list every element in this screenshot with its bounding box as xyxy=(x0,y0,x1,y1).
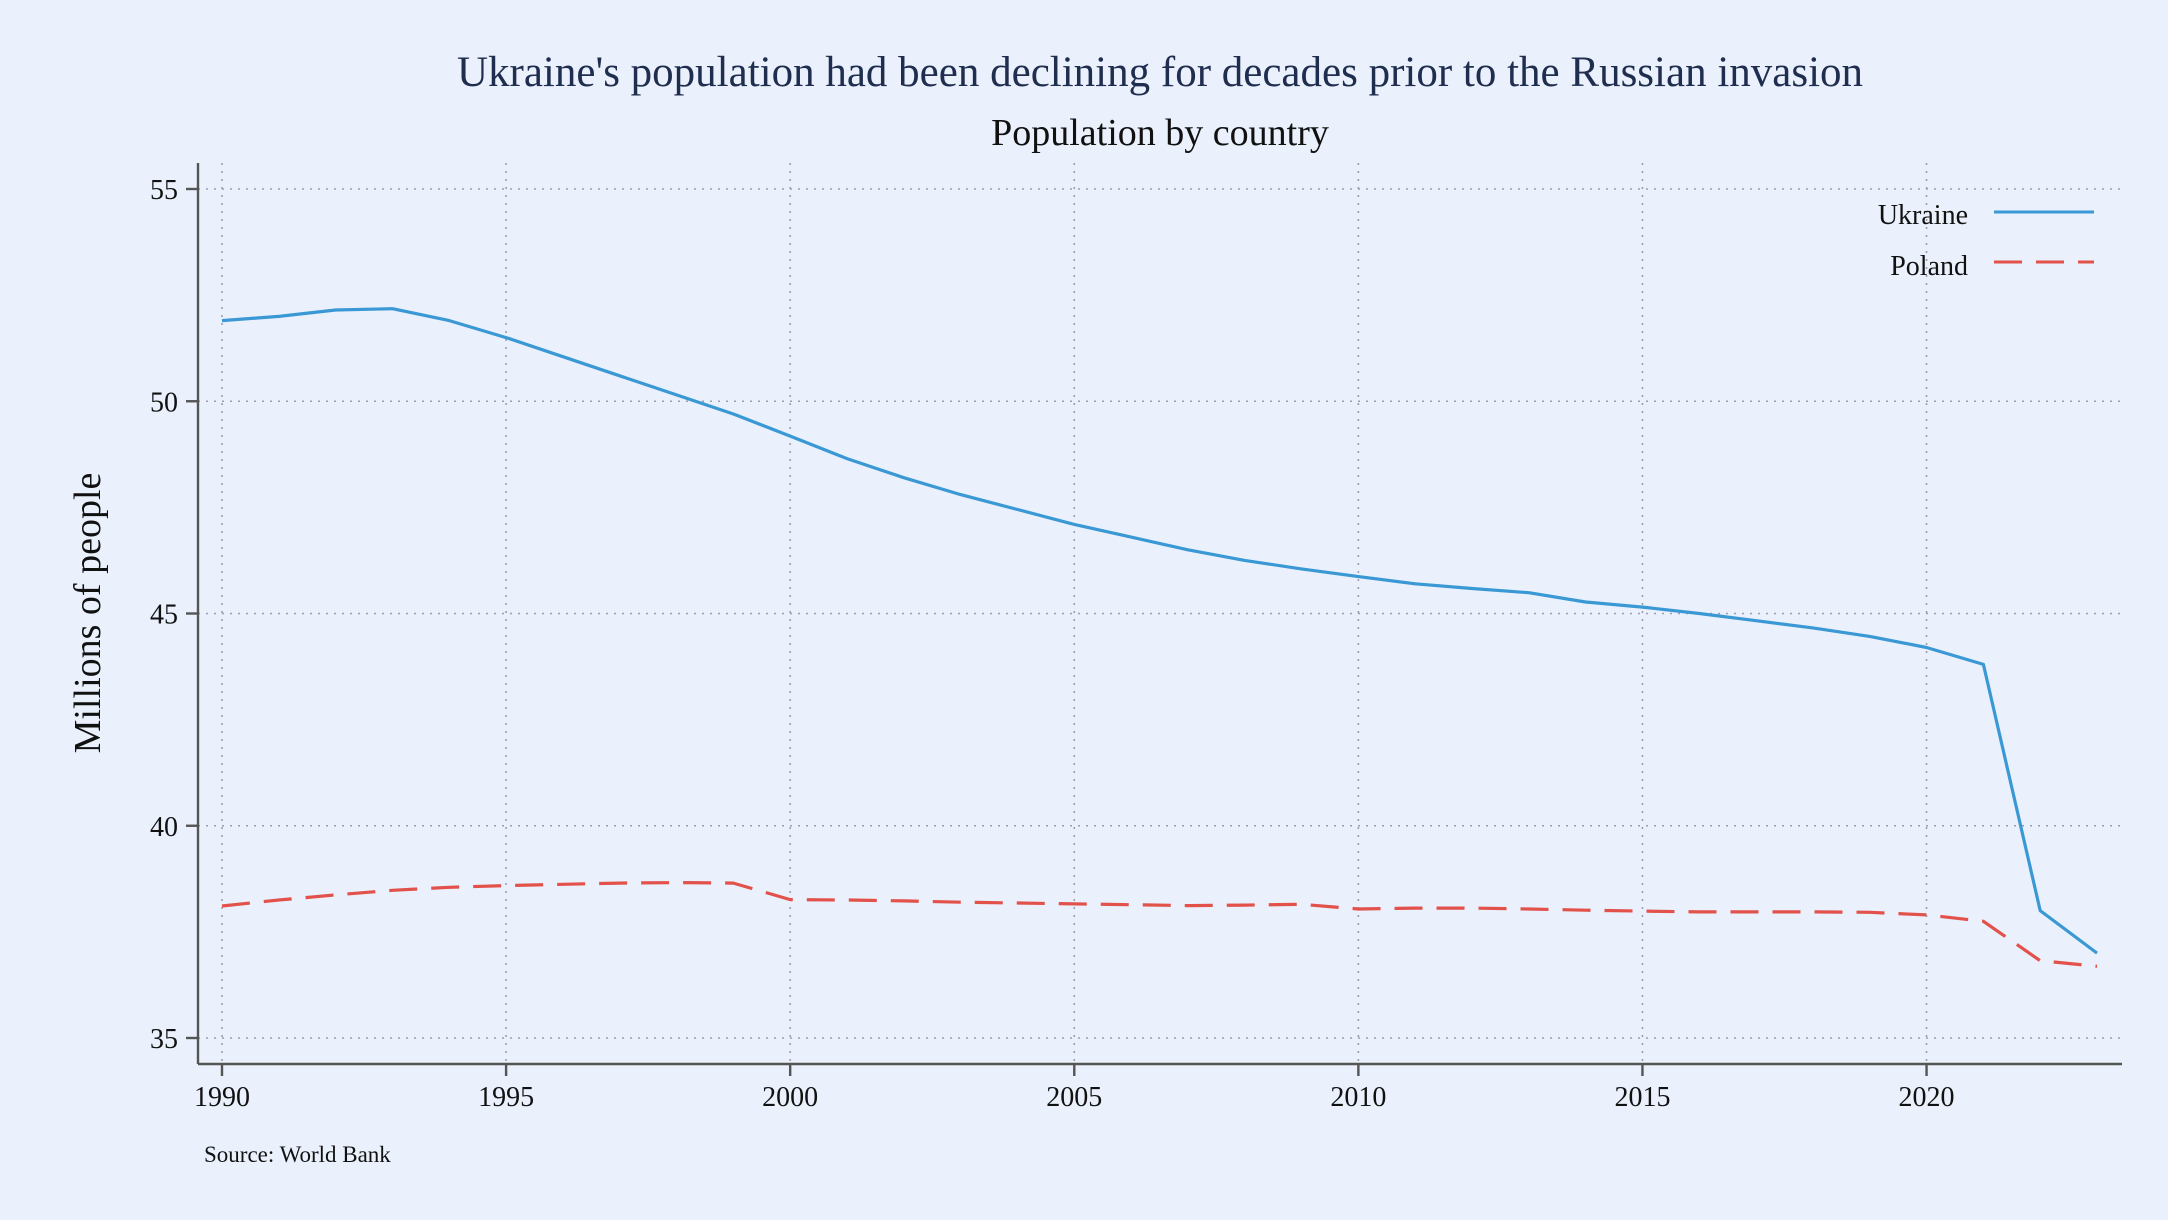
tick-labels: 35 40 45 50 55 1990 1995 2000 2005 2010 2015 2020 xyxy=(150,175,1955,1113)
legend-label-ukraine: Ukraine xyxy=(1878,200,1968,231)
y-tick-label: 40 xyxy=(150,812,178,843)
chart-subtitle: Population by country xyxy=(991,112,1329,154)
y-tick-label: 55 xyxy=(150,175,178,206)
chart-title: Ukraine's population had been declining … xyxy=(457,49,1863,96)
x-tick-label: 2005 xyxy=(1046,1082,1102,1113)
series-line-ukraine xyxy=(221,307,2098,955)
grid-lines xyxy=(198,163,2122,1064)
x-tick-label: 1990 xyxy=(194,1082,250,1113)
y-tick-label: 35 xyxy=(150,1024,178,1055)
y-axis-label: Millions of people xyxy=(67,473,109,754)
x-tick-label: 2010 xyxy=(1330,1082,1386,1113)
y-tick-label: 50 xyxy=(150,387,178,418)
x-tick-label: 2000 xyxy=(762,1082,818,1113)
x-tick-label: 2020 xyxy=(1899,1082,1955,1113)
y-tick-label: 45 xyxy=(150,600,178,631)
legend: Ukraine Poland xyxy=(1878,200,2094,282)
legend-label-poland: Poland xyxy=(1890,251,1968,282)
series-line-poland xyxy=(221,880,2098,968)
x-tick-label: 1995 xyxy=(478,1082,534,1113)
x-tick-label: 2015 xyxy=(1614,1082,1670,1113)
source-note: Source: World Bank xyxy=(204,1142,391,1167)
series-lines xyxy=(221,307,2098,968)
axes xyxy=(186,163,2122,1076)
